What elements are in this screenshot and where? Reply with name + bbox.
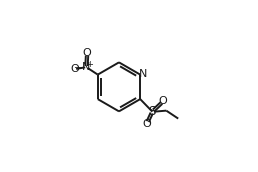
Text: O: O [83,48,91,58]
Text: −: − [73,62,81,71]
Text: O: O [70,64,79,74]
Text: +: + [86,60,93,69]
Text: O: O [159,96,167,106]
Text: N: N [138,69,147,79]
Text: N: N [82,62,91,72]
Text: S: S [149,105,156,118]
Text: O: O [142,119,151,129]
